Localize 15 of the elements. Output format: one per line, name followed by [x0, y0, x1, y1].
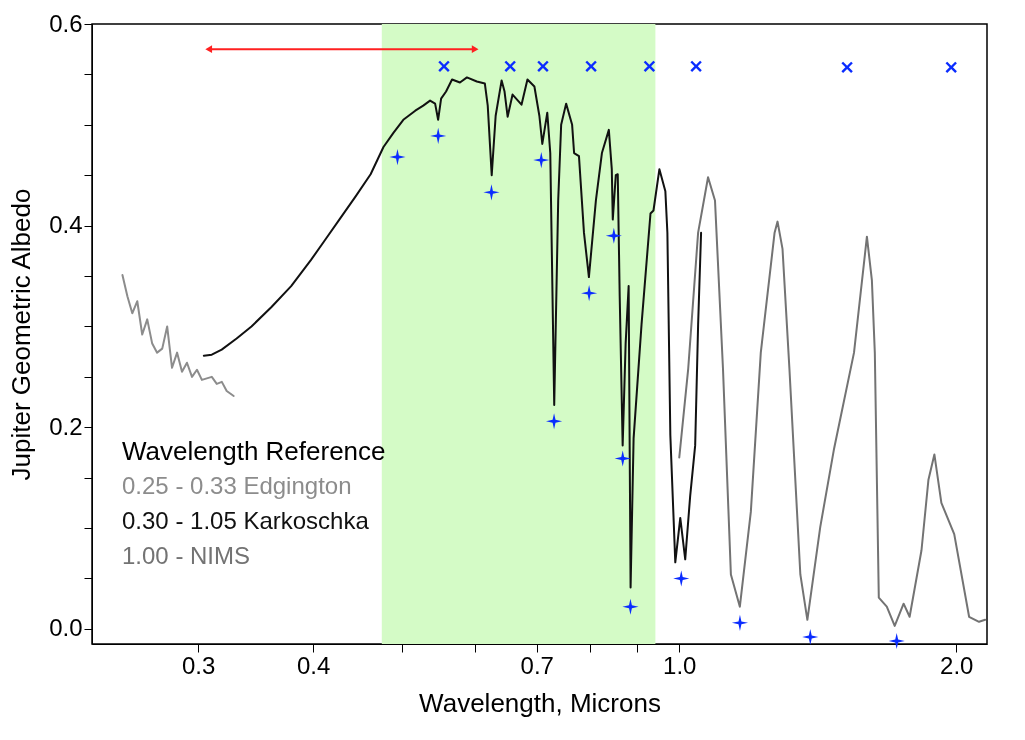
x-axis-title: Wavelength, Microns: [419, 687, 661, 718]
y-tick-label: 0.4: [49, 211, 83, 239]
x-tick-label: 0.3: [181, 651, 216, 679]
x-tick-label: 2.0: [940, 651, 974, 679]
y-tick-label: 0.0: [49, 614, 83, 642]
y-axis-title: Jupiter Geometric Albedo: [6, 188, 37, 481]
y-tick-label: 0.6: [49, 9, 83, 37]
text: 0.30 - 1.05 Karkoschka: [122, 506, 370, 534]
text: 1.00 - NIMS: [122, 541, 251, 569]
x-tick-label: 0.7: [520, 651, 554, 679]
y-tick-label: 0.2: [49, 412, 83, 440]
text: 0.25 - 0.33 Edgington: [122, 471, 352, 499]
legend-title: Wavelength Reference: [122, 435, 386, 466]
x-tick-label: 1.0: [663, 651, 697, 679]
x-tick-label: 0.4: [296, 651, 331, 679]
